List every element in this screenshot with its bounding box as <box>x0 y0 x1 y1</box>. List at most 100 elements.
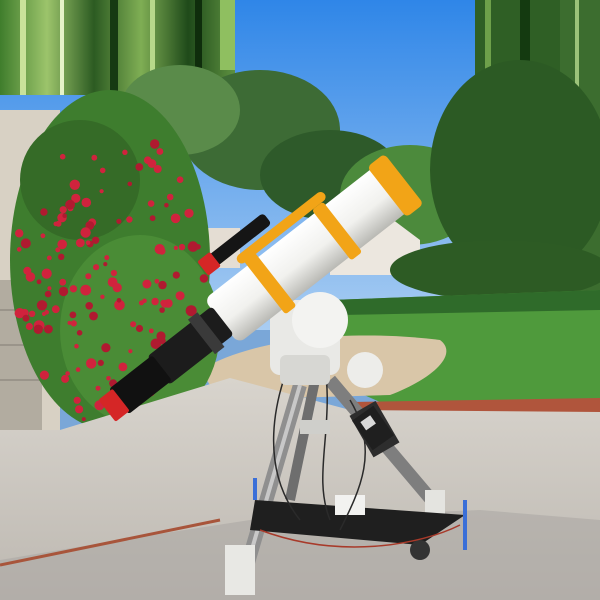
flower-cluster <box>151 297 159 306</box>
hedge <box>390 240 600 300</box>
flower-cluster <box>40 233 46 239</box>
tube-ring-front <box>313 202 362 260</box>
flower-cluster <box>14 308 25 319</box>
flower-cluster <box>127 181 133 187</box>
flower-cluster <box>99 167 106 174</box>
flower-cluster <box>166 193 174 201</box>
flower-cluster <box>135 163 144 171</box>
flower-cluster <box>47 286 52 291</box>
flower-cluster <box>58 253 65 260</box>
flower-cluster <box>36 279 42 285</box>
flower-cluster <box>118 362 128 372</box>
flower-cluster <box>101 343 111 353</box>
camera-red-cap <box>99 389 129 422</box>
flower-cluster <box>39 370 50 380</box>
flower-cluster <box>164 202 169 208</box>
flower-cluster <box>159 307 165 313</box>
flower-cluster <box>76 330 83 336</box>
flower-cluster <box>142 279 152 289</box>
flower-cluster <box>28 310 36 317</box>
flower-cluster <box>178 243 186 251</box>
flower-cluster <box>116 218 122 224</box>
flower-cluster <box>20 238 31 249</box>
equatorial-mount <box>270 292 400 458</box>
tripod-leg-back <box>285 378 320 502</box>
flower-cluster <box>85 273 92 280</box>
flower-cluster <box>61 374 70 383</box>
flower-cluster <box>33 324 43 334</box>
flower-cluster <box>23 266 32 275</box>
flower-cluster <box>57 239 67 250</box>
handle-bar <box>236 191 326 264</box>
flower-cluster <box>41 311 47 316</box>
flower-cluster <box>55 247 61 253</box>
flower-cluster <box>69 285 78 293</box>
flower-cluster <box>25 322 33 331</box>
flower-cluster <box>86 358 97 369</box>
flower-cluster <box>175 291 185 301</box>
flower-cluster <box>75 238 85 248</box>
flower-cluster <box>80 227 91 238</box>
flower-cluster <box>104 255 110 261</box>
flower-cluster <box>44 290 52 298</box>
flower-cluster <box>44 324 53 334</box>
controller-box <box>352 405 394 451</box>
flower-cluster <box>142 298 147 304</box>
flower-cluster <box>95 385 101 391</box>
flower-cluster <box>154 244 165 255</box>
flower-cluster <box>147 159 157 168</box>
flower-cluster <box>85 302 93 310</box>
flower-cluster <box>126 216 133 223</box>
flower-cluster <box>187 241 199 252</box>
flower-cluster <box>122 149 128 155</box>
flower-cluster <box>106 376 111 381</box>
flower-cluster <box>51 305 60 314</box>
flower-cluster <box>130 321 137 328</box>
flower-cluster <box>195 244 201 250</box>
flower-cluster <box>154 278 160 284</box>
flower-cluster <box>22 314 30 322</box>
flower-cluster <box>69 179 81 190</box>
flower-cluster <box>53 221 59 227</box>
flower-cluster <box>70 320 77 327</box>
flower-cluster <box>156 148 164 155</box>
flower-cluster <box>100 294 105 299</box>
flower-cluster <box>103 262 108 267</box>
flower-cluster <box>81 197 92 208</box>
flower-cluster <box>65 371 70 376</box>
flower-cluster <box>59 206 67 214</box>
flower-cluster <box>147 200 155 207</box>
flower-cluster <box>41 268 52 279</box>
flower-cluster <box>99 189 104 194</box>
flower-cluster <box>62 213 67 218</box>
flower-cluster <box>73 396 81 404</box>
flower-cluster <box>67 320 72 325</box>
flower-cluster <box>148 328 154 334</box>
flower-cluster <box>160 299 167 307</box>
finder-scope <box>209 214 271 266</box>
flower-cluster <box>40 208 48 216</box>
flower-cluster <box>170 213 181 224</box>
flower-cluster <box>114 299 125 311</box>
flower-cluster <box>173 245 178 250</box>
flower-cluster <box>69 311 77 319</box>
flower-cluster <box>59 278 67 286</box>
flower-cluster <box>128 349 133 354</box>
flower-cluster <box>46 255 52 261</box>
flower-cluster <box>71 193 81 203</box>
flower-cluster <box>75 405 84 414</box>
flower-cluster <box>158 280 167 290</box>
flower-cluster <box>150 139 160 149</box>
flower-cluster <box>65 199 75 210</box>
flower-cluster <box>80 284 92 296</box>
telescope-tube <box>207 161 417 341</box>
flower-cluster <box>93 264 100 271</box>
flower-cluster <box>15 229 24 238</box>
flower-cluster <box>74 343 79 349</box>
flower-cluster <box>184 208 194 218</box>
flower-cluster <box>156 331 166 341</box>
flower-cluster <box>153 165 162 173</box>
mount-shadow <box>0 510 600 600</box>
